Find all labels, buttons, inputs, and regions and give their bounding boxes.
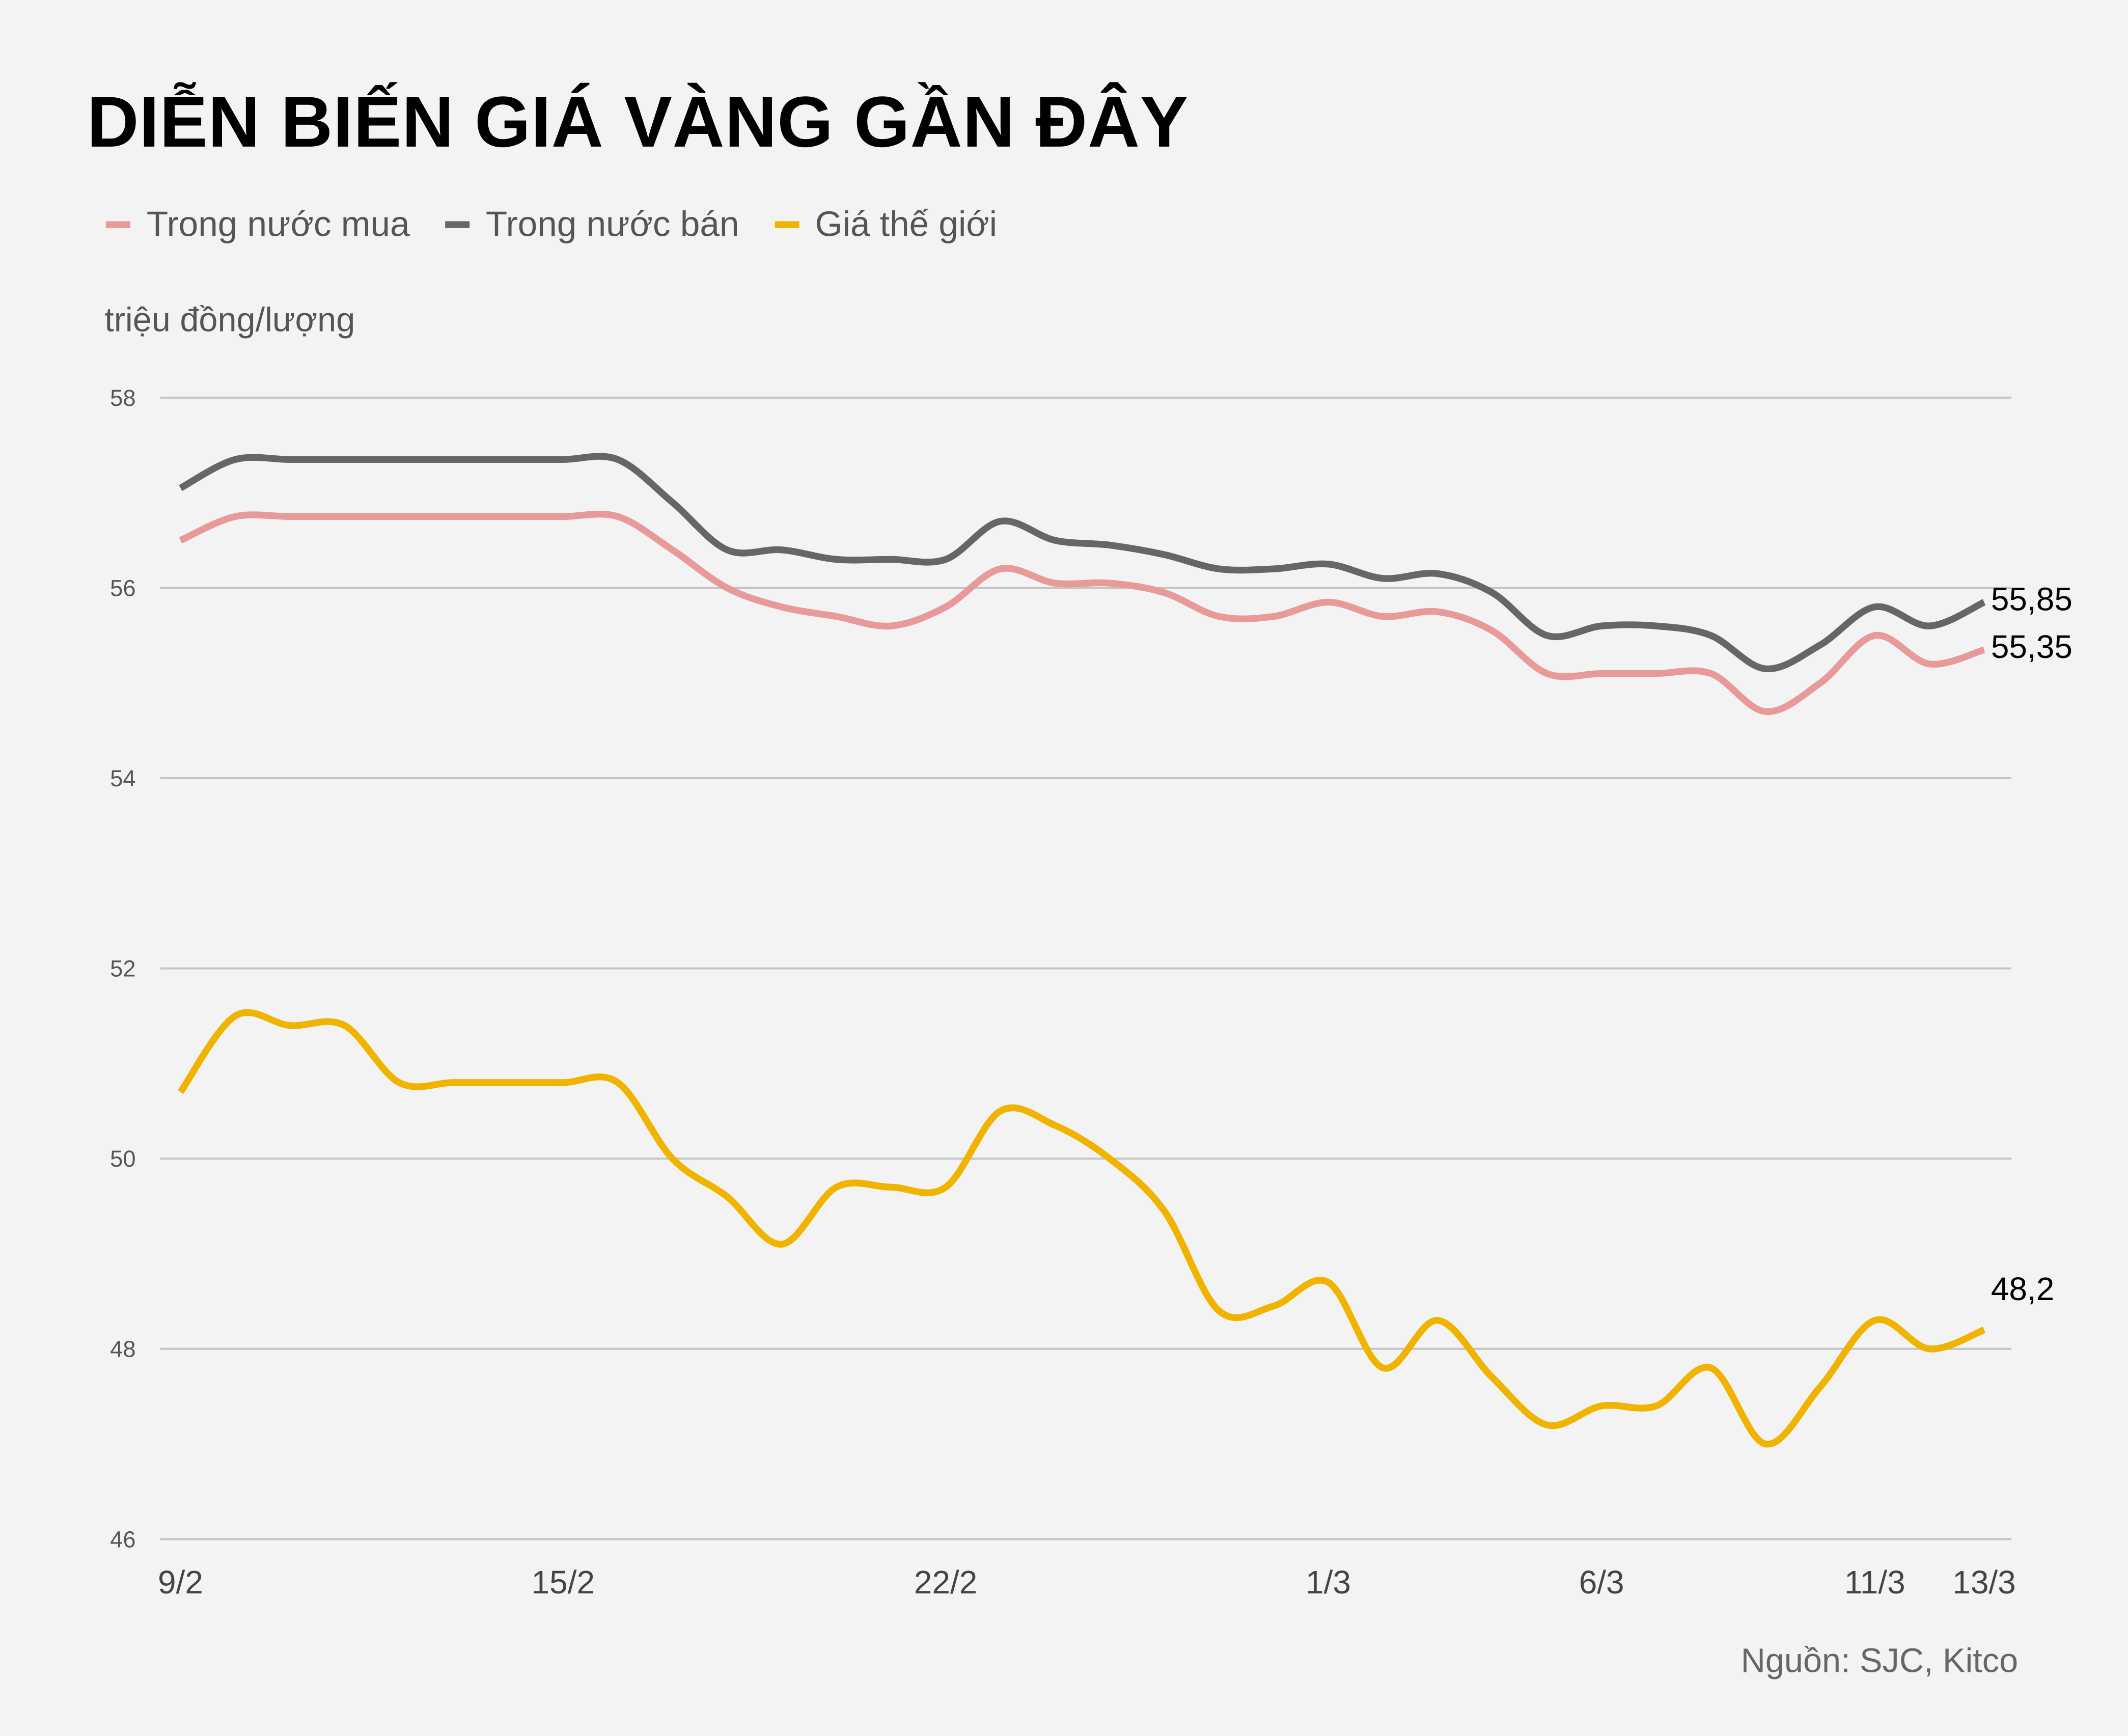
data-point xyxy=(344,516,345,517)
data-point xyxy=(1492,630,1493,631)
end-value-label: 48,2 xyxy=(1991,1271,2054,1307)
data-point xyxy=(1328,564,1329,565)
data-point xyxy=(180,540,181,541)
legend-swatch-buy xyxy=(105,221,130,228)
legend-item-world: Giá thế giới xyxy=(774,203,998,246)
data-point xyxy=(1219,616,1220,617)
data-point xyxy=(563,1082,564,1083)
legend-item-buy: Trong nước mua xyxy=(105,203,410,246)
data-point xyxy=(672,502,673,503)
data-point xyxy=(399,1082,400,1083)
y-tick-label: 48 xyxy=(110,1336,135,1362)
data-point xyxy=(1055,1125,1056,1126)
data-point xyxy=(1929,1348,1930,1349)
data-point xyxy=(836,559,837,560)
legend-label-buy: Trong nước mua xyxy=(146,203,410,244)
y-tick-label: 52 xyxy=(110,956,135,982)
data-point xyxy=(563,459,564,460)
data-point xyxy=(1000,1111,1001,1112)
x-tick-label: 1/3 xyxy=(1306,1564,1351,1601)
y-tick-label: 56 xyxy=(110,575,135,601)
data-point xyxy=(727,549,728,550)
data-point xyxy=(235,516,236,517)
legend-label-world: Giá thế giới xyxy=(815,203,998,244)
legend: Trong nước mua Trong nước bán Giá thế gi… xyxy=(105,203,998,246)
data-point xyxy=(1328,1282,1329,1283)
data-point xyxy=(563,516,564,517)
data-point xyxy=(891,1187,892,1188)
data-point xyxy=(836,616,837,617)
x-tick-label: 6/3 xyxy=(1579,1564,1624,1601)
series-line-sell xyxy=(179,453,1986,673)
x-tick-label: 15/2 xyxy=(532,1564,595,1601)
end-value-label: 55,85 xyxy=(1991,581,2072,617)
data-point xyxy=(1765,711,1766,712)
data-point xyxy=(1929,664,1930,665)
data-point xyxy=(344,459,345,460)
y-tick-label: 46 xyxy=(110,1526,135,1552)
legend-item-sell: Trong nước bán xyxy=(445,204,739,246)
data-point xyxy=(1383,616,1384,617)
data-point xyxy=(344,1025,345,1026)
series-line-buy xyxy=(179,510,1985,715)
series-line-world xyxy=(177,1009,1985,1448)
data-point xyxy=(672,549,673,550)
data-point xyxy=(235,459,236,460)
end-value-label: 55,35 xyxy=(1991,628,2072,665)
y-tick-label: 54 xyxy=(110,765,135,791)
x-tick-label: 9/2 xyxy=(158,1564,203,1601)
data-point xyxy=(508,516,509,517)
legend-swatch-world xyxy=(774,221,799,228)
data-point xyxy=(1601,1406,1602,1407)
x-tick-label: 13/3 xyxy=(1952,1564,2015,1601)
data-point xyxy=(1055,540,1056,541)
y-tick-label: 50 xyxy=(110,1146,135,1172)
data-point xyxy=(399,459,400,460)
data-point xyxy=(1492,1377,1493,1378)
legend-swatch-sell xyxy=(445,221,469,228)
data-point xyxy=(399,516,400,517)
data-point xyxy=(836,1187,837,1188)
chart-title: DIỄN BIẾN GIÁ VÀNG GẦN ĐÂY xyxy=(87,82,1189,163)
data-point xyxy=(891,559,892,560)
data-point xyxy=(1601,673,1602,674)
data-point xyxy=(1383,578,1384,579)
x-tick-label: 11/3 xyxy=(1844,1564,1905,1601)
data-point xyxy=(508,459,509,460)
data-point xyxy=(508,1082,509,1083)
data-point xyxy=(1055,583,1056,584)
x-tick-label: 22/2 xyxy=(914,1564,977,1601)
source-note: Nguồn: SJC, Kitco xyxy=(1740,1642,2019,1680)
y-tick-label: 58 xyxy=(110,385,135,411)
y-axis-unit-label: triệu đồng/lượng xyxy=(104,301,355,340)
legend-label-sell: Trong nước bán xyxy=(485,203,739,244)
